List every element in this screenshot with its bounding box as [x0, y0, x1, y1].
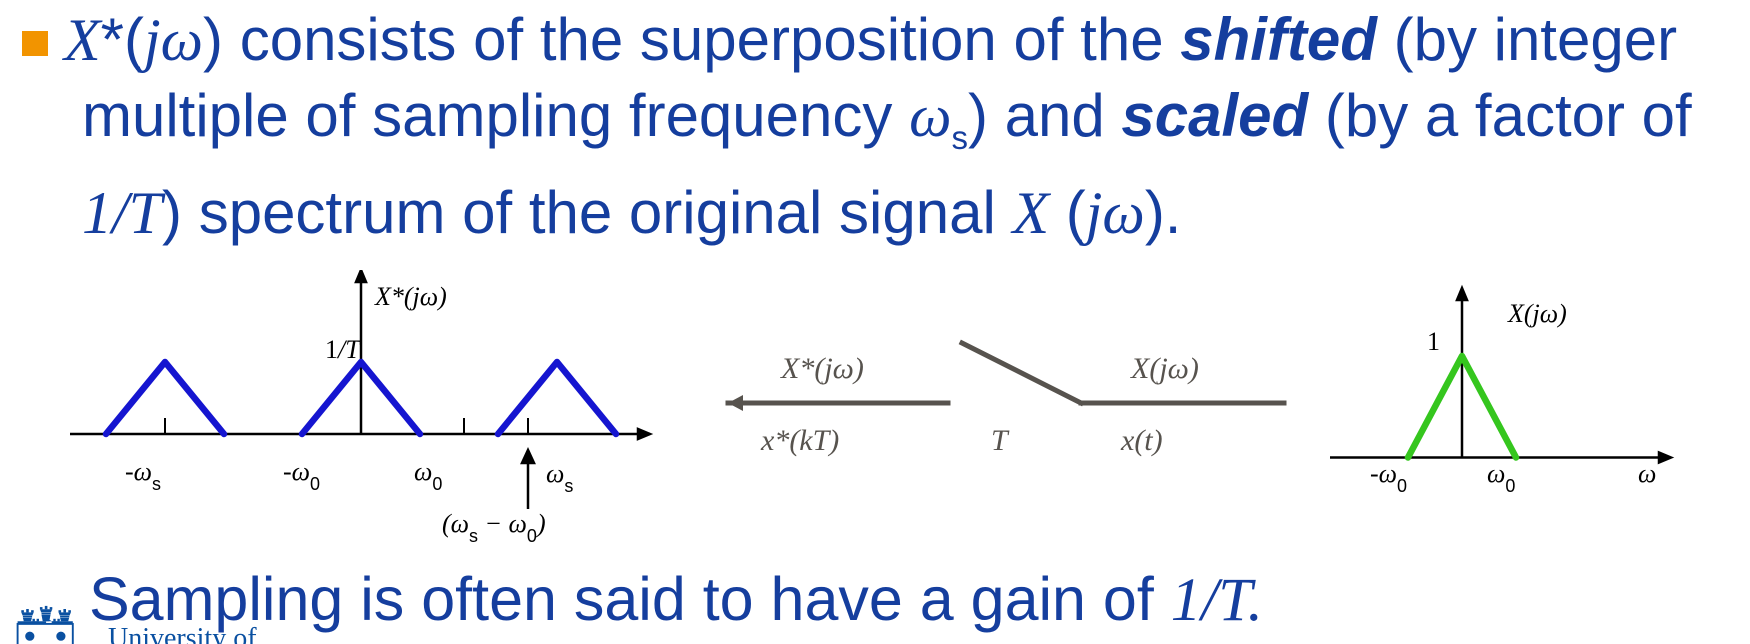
svg-text:X*(jω): X*(jω) [374, 282, 447, 311]
svg-text:ωs: ωs [546, 459, 573, 496]
svg-text:-ω0: -ω0 [283, 457, 320, 494]
svg-text:-ωs: -ωs [125, 457, 161, 494]
svg-text:T: T [991, 424, 1010, 457]
svg-text:X*(jω): X*(jω) [780, 352, 864, 385]
svg-text:1/T: 1/T [325, 335, 361, 364]
svg-text:(ωs − ω0): (ωs − ω0) [442, 509, 546, 546]
svg-text:X(jω): X(jω) [1507, 299, 1567, 328]
svg-text:ω: ω [1638, 459, 1656, 488]
svg-text:ω0: ω0 [1487, 459, 1515, 496]
svg-text:X(jω): X(jω) [1130, 352, 1199, 385]
svg-text:1: 1 [1427, 327, 1440, 356]
svg-text:-ω0: -ω0 [1370, 459, 1407, 496]
svg-text:x(t): x(t) [1120, 424, 1163, 457]
svg-text:ω0: ω0 [414, 457, 442, 494]
svg-text:x*(kT): x*(kT) [760, 424, 839, 457]
